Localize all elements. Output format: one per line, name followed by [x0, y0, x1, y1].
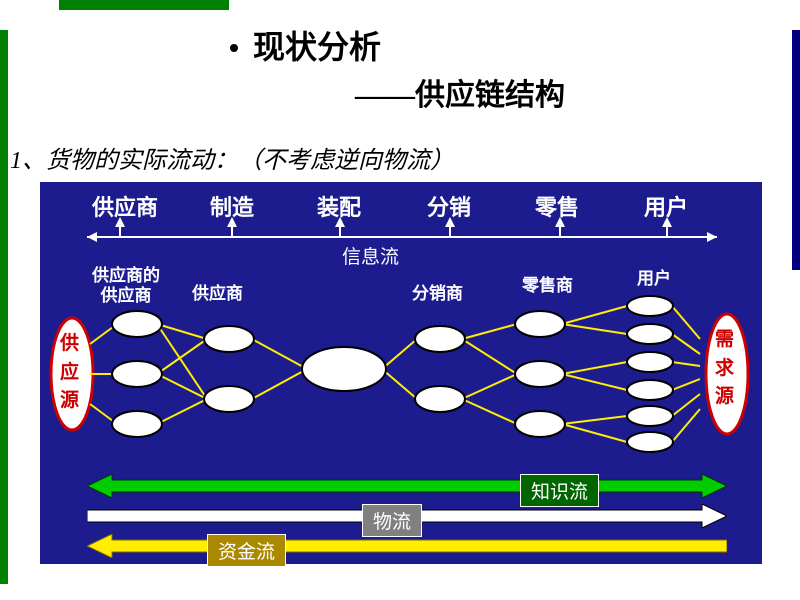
material-flow-label: 物流 — [362, 504, 422, 537]
capital-flow-label: 资金流 — [207, 534, 286, 567]
page-title: 现状分析 — [230, 22, 381, 68]
title-text: 现状分析 — [253, 29, 381, 65]
supply-chain-diagram: 供应商 制造 装配 分销 零售 用户 信息流 供应商的 供应商 供应商 分销商 … — [40, 182, 762, 564]
info-flow-label: 信息流 — [342, 242, 399, 269]
manufacturer-label: 制造商 — [318, 359, 369, 379]
knowledge-flow-arrow — [87, 474, 727, 498]
knowledge-flow-label: 知识流 — [520, 474, 599, 507]
section-number: 1、 — [10, 148, 46, 174]
page-subtitle: ——供应链结构 — [355, 70, 565, 114]
bullet-icon — [230, 44, 238, 52]
decorative-right-bar — [792, 30, 800, 270]
supply-source-label: 供 应 源 — [60, 330, 79, 416]
demand-source-label: 需 求 源 — [715, 326, 734, 412]
info-flow-arrows — [82, 217, 722, 247]
decorative-top-bar — [59, 0, 229, 10]
capital-flow-arrow — [87, 534, 727, 558]
decorative-left-bar — [0, 30, 8, 584]
section-body: 货物的实际流动：（不考虑逆向物流） — [46, 148, 454, 174]
network-svg — [82, 284, 707, 464]
section-heading: 1、货物的实际流动：（不考虑逆向物流） — [10, 140, 454, 175]
